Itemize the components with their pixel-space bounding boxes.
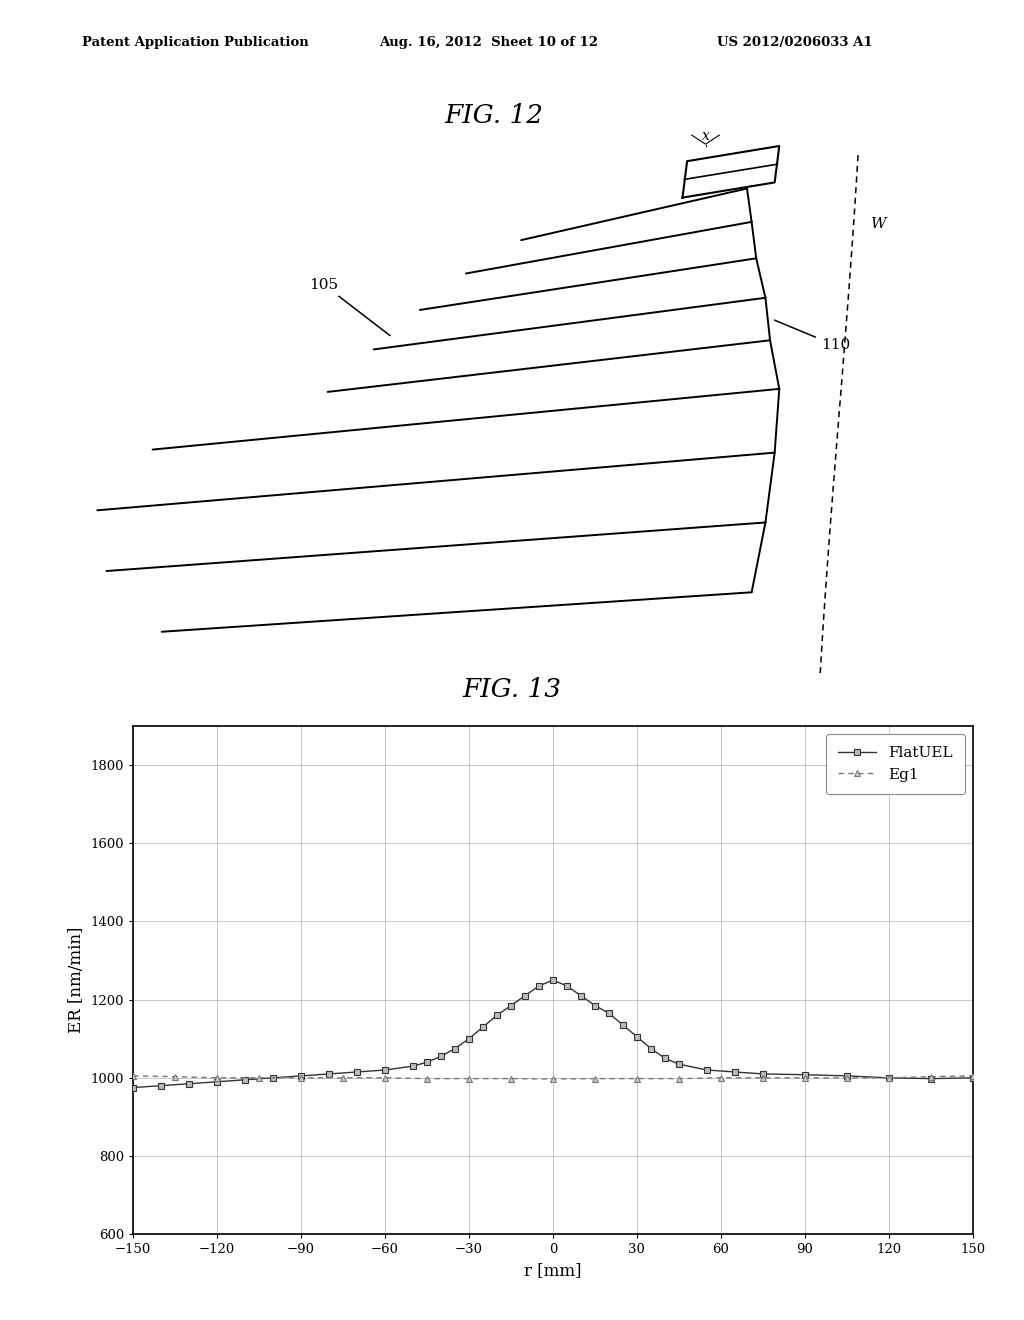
FlatUEL	[561, 978, 573, 994]
FlatUEL	[463, 1031, 475, 1047]
FlatUEL	[183, 1076, 196, 1092]
FlatUEL	[799, 1067, 811, 1082]
FlatUEL	[449, 1040, 461, 1056]
Text: FIG. 13: FIG. 13	[463, 677, 561, 702]
FlatUEL	[505, 998, 517, 1014]
FlatUEL	[729, 1064, 741, 1080]
FlatUEL	[841, 1068, 853, 1084]
Eg1	[169, 1069, 181, 1085]
Eg1	[589, 1071, 601, 1086]
Eg1	[379, 1071, 391, 1086]
Eg1	[673, 1071, 685, 1086]
Eg1	[295, 1071, 307, 1086]
FlatUEL	[673, 1056, 685, 1072]
Eg1	[799, 1071, 811, 1086]
Text: US 2012/0206033 A1: US 2012/0206033 A1	[717, 36, 872, 49]
Text: W: W	[871, 216, 887, 231]
Eg1	[883, 1071, 895, 1086]
FlatUEL	[532, 978, 545, 994]
FlatUEL	[616, 1018, 629, 1034]
Eg1	[757, 1071, 769, 1086]
FlatUEL	[658, 1051, 671, 1067]
FlatUEL	[757, 1067, 769, 1082]
FlatUEL	[127, 1080, 139, 1096]
FlatUEL	[267, 1071, 280, 1086]
Eg1	[547, 1071, 559, 1086]
FlatUEL	[574, 987, 587, 1003]
FlatUEL	[239, 1072, 251, 1088]
FlatUEL	[421, 1055, 433, 1071]
Text: 110: 110	[774, 321, 850, 352]
Eg1	[463, 1071, 475, 1086]
Eg1	[715, 1071, 727, 1086]
FlatUEL	[323, 1067, 335, 1082]
Eg1	[337, 1071, 349, 1086]
FlatUEL	[603, 1006, 615, 1022]
Eg1	[211, 1071, 223, 1086]
Legend: FlatUEL, Eg1: FlatUEL, Eg1	[825, 734, 966, 793]
Line: FlatUEL: FlatUEL	[130, 977, 976, 1092]
Eg1	[967, 1068, 979, 1084]
Line: Eg1: Eg1	[130, 1072, 976, 1082]
Text: Patent Application Publication: Patent Application Publication	[82, 36, 308, 49]
FlatUEL	[351, 1064, 364, 1080]
FlatUEL	[490, 1007, 503, 1023]
FlatUEL	[925, 1071, 937, 1086]
Text: FIG. 12: FIG. 12	[444, 103, 543, 128]
Text: 105: 105	[309, 277, 390, 335]
Text: Aug. 16, 2012  Sheet 10 of 12: Aug. 16, 2012 Sheet 10 of 12	[379, 36, 598, 49]
FlatUEL	[967, 1071, 979, 1086]
FlatUEL	[295, 1068, 307, 1084]
Eg1	[421, 1071, 433, 1086]
FlatUEL	[407, 1059, 419, 1074]
Text: x: x	[701, 129, 710, 143]
Eg1	[505, 1071, 517, 1086]
Eg1	[841, 1071, 853, 1086]
FlatUEL	[519, 987, 531, 1003]
FlatUEL	[589, 998, 601, 1014]
FlatUEL	[883, 1071, 895, 1086]
FlatUEL	[547, 972, 559, 987]
Eg1	[925, 1069, 937, 1085]
Eg1	[253, 1071, 265, 1086]
FlatUEL	[155, 1077, 167, 1093]
Eg1	[631, 1071, 643, 1086]
FlatUEL	[631, 1028, 643, 1044]
FlatUEL	[645, 1040, 657, 1056]
FlatUEL	[700, 1063, 713, 1078]
FlatUEL	[477, 1019, 489, 1035]
X-axis label: r [mm]: r [mm]	[524, 1262, 582, 1279]
FlatUEL	[379, 1063, 391, 1078]
Eg1	[127, 1068, 139, 1084]
FlatUEL	[435, 1048, 447, 1064]
FlatUEL	[211, 1074, 223, 1090]
Y-axis label: ER [nm/min]: ER [nm/min]	[68, 927, 85, 1034]
